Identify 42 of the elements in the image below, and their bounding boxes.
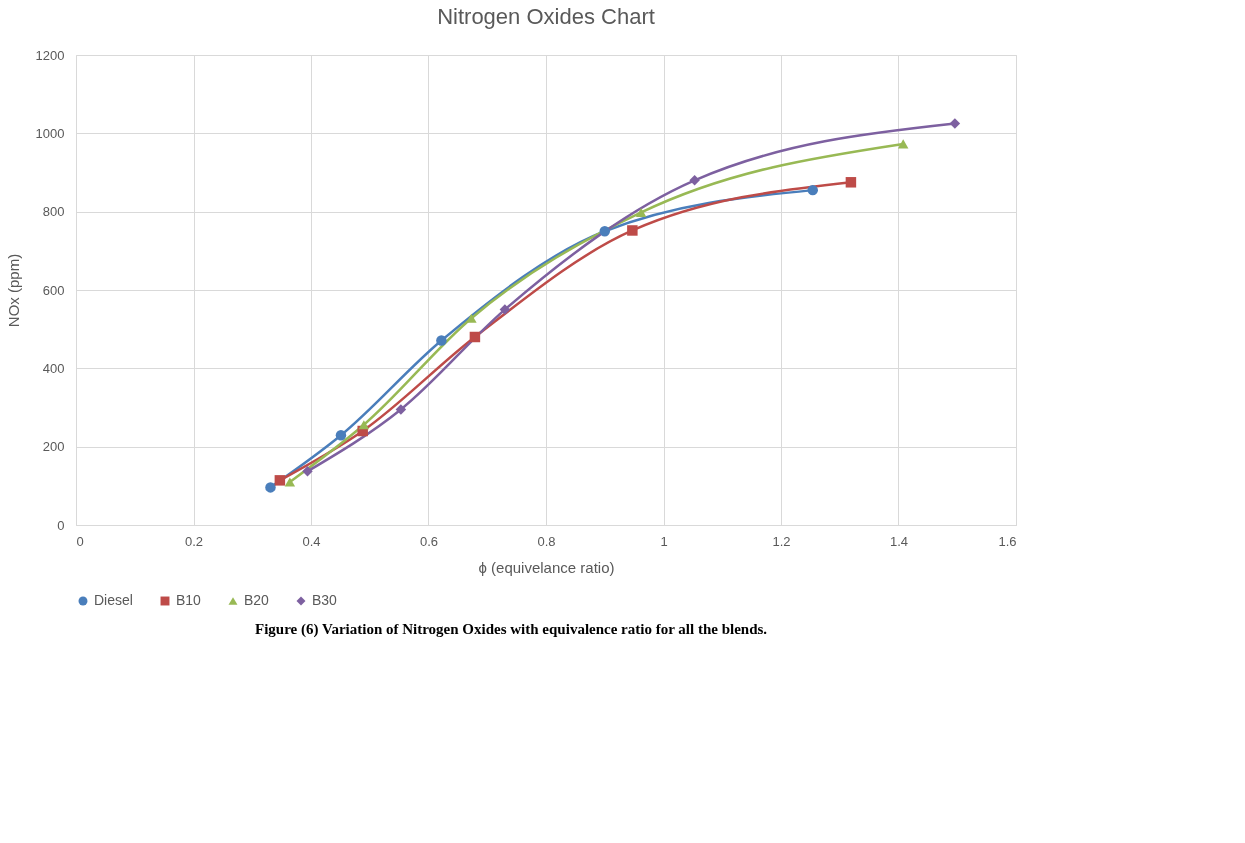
point [395, 404, 407, 415]
point [284, 477, 296, 487]
y-tick-label: 0 [57, 517, 65, 533]
x-tick-label: 0.4 [302, 533, 321, 549]
point [335, 430, 347, 441]
point [689, 175, 700, 186]
legend-label: Diesel [94, 592, 133, 608]
y-tick-label: 600 [42, 282, 65, 298]
y-tick-label: 200 [42, 439, 65, 455]
point [436, 335, 447, 346]
point [274, 475, 286, 486]
x-tick-label: 0 [76, 533, 84, 549]
point [302, 466, 313, 477]
x-tick-label: 0.2 [184, 533, 204, 549]
x-axis-title: ϕ (equivelance ratio) [478, 558, 615, 576]
point [599, 226, 610, 237]
legend-label: B20 [244, 592, 270, 608]
x-tick-label: 1.4 [889, 533, 909, 549]
point [807, 184, 818, 196]
y-tick-label: 1000 [35, 125, 65, 141]
chart-title: Nitrogen Oxides Chart [437, 4, 655, 29]
y-axis-title: NOx (ppm) [4, 253, 22, 328]
point [845, 177, 857, 188]
point [469, 331, 481, 343]
point [627, 225, 638, 236]
legend-label: B10 [176, 592, 202, 608]
point [897, 139, 909, 149]
x-tick-label: 1.6 [998, 533, 1017, 549]
x-tick-label: 0.6 [419, 533, 439, 549]
y-tick-label: 400 [42, 360, 65, 376]
y-tick-label: 800 [42, 204, 65, 220]
x-tick-label: 1 [660, 533, 668, 549]
x-tick-label: 0.8 [537, 533, 556, 549]
y-tick-label: 1200 [35, 47, 65, 63]
point [358, 420, 370, 430]
legend-label: B30 [312, 592, 338, 608]
point [635, 207, 647, 217]
text: Figure (6) Variation of Nitrogen Oxides with equivalence ratio for all the blends. [255, 621, 768, 638]
x-tick-label: 1.2 [772, 533, 791, 549]
point [949, 118, 961, 129]
point [265, 482, 276, 493]
point [499, 304, 511, 315]
